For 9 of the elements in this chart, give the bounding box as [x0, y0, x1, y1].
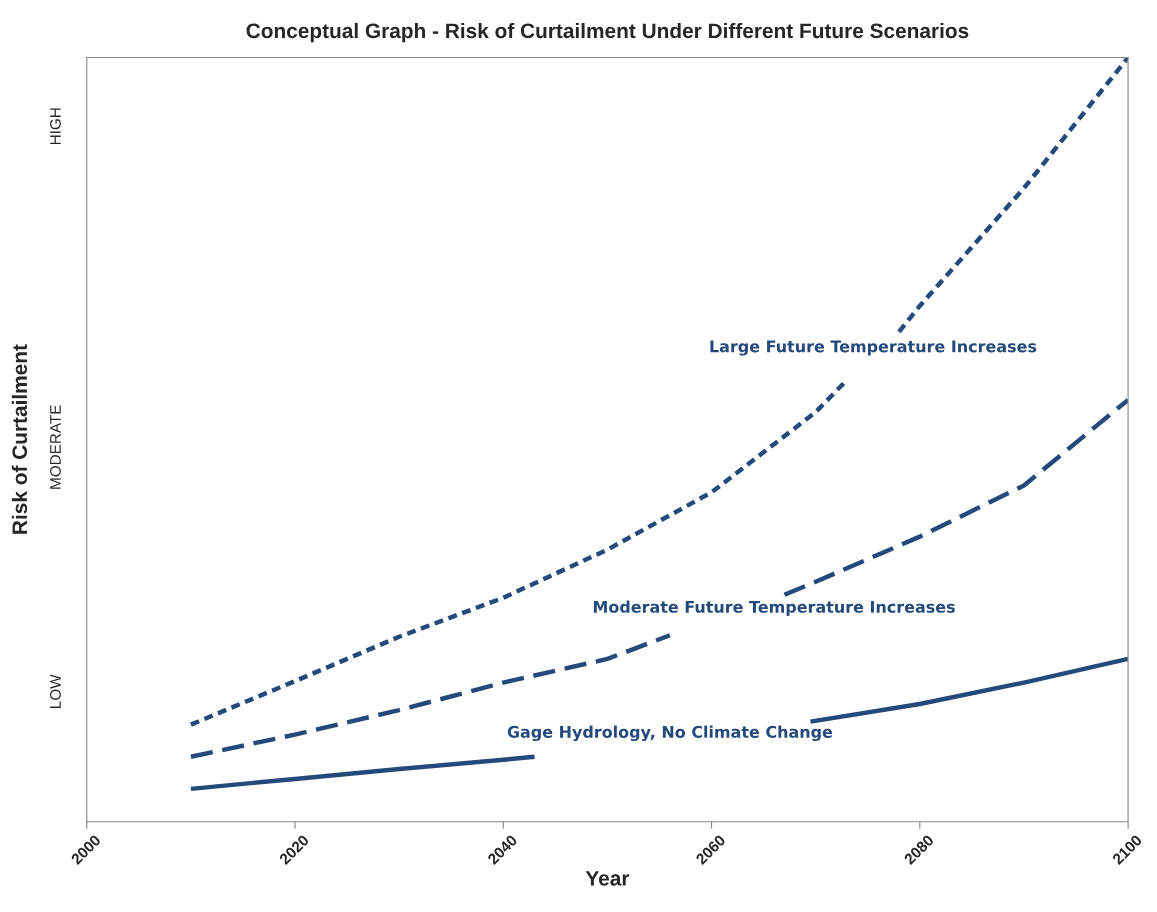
y-axis-title: Risk of Curtailment — [11, 344, 28, 534]
text: MODERATE — [50, 405, 61, 489]
series-label: Gage Hydrology, No Climate Change — [507, 725, 833, 742]
series-label: Large Future Temperature Increases — [710, 340, 1037, 356]
series-label: Moderate Future Temperature Increases — [593, 600, 955, 616]
text: LOW — [50, 674, 61, 708]
text: HIGH — [50, 108, 61, 145]
x-axis-title: Year — [585, 871, 630, 886]
chart-title: Conceptual Graph - Risk of Curtailment Under Different Future Scenarios — [246, 22, 969, 43]
